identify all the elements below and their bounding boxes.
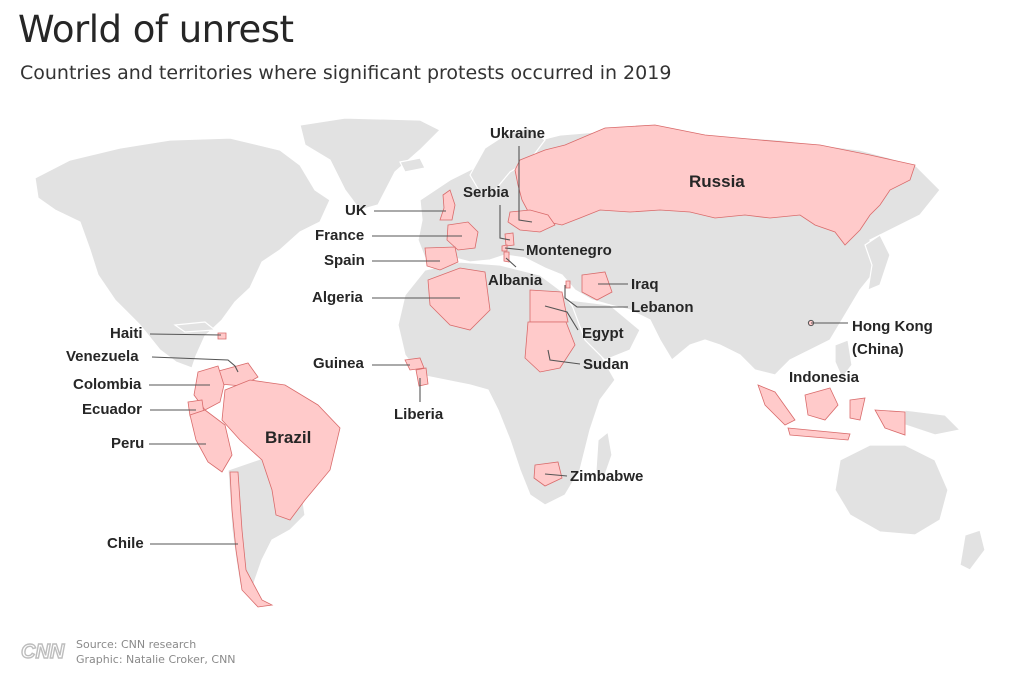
shape-iraq [581, 271, 613, 301]
shape-colombia [193, 365, 225, 411]
leader-lines [149, 146, 848, 545]
shape-ukraine [507, 209, 556, 233]
shape-indonesia-sulawesi [849, 397, 866, 421]
source-line: Source: CNN research [76, 638, 197, 651]
label-iraq: Iraq [631, 276, 659, 293]
leader-haiti [149, 333, 222, 336]
land-new-guinea [904, 409, 962, 436]
map-title: World of unrest [18, 8, 294, 51]
land-australia [834, 444, 949, 536]
leader-albania [505, 257, 517, 268]
label-colombia: Colombia [73, 376, 142, 393]
leader-egypt [544, 305, 579, 331]
land-new-zealand [959, 529, 986, 571]
label-france: France [315, 227, 365, 244]
label-serbia: Serbia [463, 184, 509, 201]
shape-liberia [415, 367, 429, 387]
land-arabia [569, 299, 641, 361]
protest-countries [187, 124, 916, 608]
label-indonesia: Indonesia [789, 369, 860, 386]
label-peru: Peru [111, 435, 145, 452]
leader-montenegro [504, 247, 525, 251]
shape-spain [424, 246, 459, 271]
land-cuba [173, 321, 217, 333]
label-albania: Albania [488, 272, 543, 289]
shape-chile [229, 471, 274, 608]
land-iceland [399, 157, 426, 173]
label-spain: Spain [324, 252, 365, 269]
label-haiti: Haiti [110, 325, 143, 342]
label-montenegro: Montenegro [526, 242, 612, 259]
shape-sudan [524, 321, 576, 373]
land-greenland [299, 117, 442, 211]
label-russia: Russia [689, 172, 745, 191]
label-uk: UK [345, 202, 367, 219]
shape-haiti [217, 332, 227, 340]
shape-algeria [427, 267, 491, 331]
shape-russia [514, 124, 916, 246]
shape-uk [439, 189, 456, 221]
shape-montenegro [501, 244, 508, 252]
map-subtitle: Countries and territories where signific… [20, 62, 672, 84]
label-algeria: Algeria [312, 289, 363, 306]
cnn-logo-text: CNN [21, 641, 65, 663]
shape-brazil [221, 379, 341, 521]
label-hong-kong: Hong Kong (China) [852, 318, 933, 358]
leader-serbia [499, 205, 511, 241]
land-scandinavia [469, 127, 546, 193]
label-lebanon: Lebanon [631, 299, 694, 316]
label-chile: Chile [107, 535, 144, 552]
label-ecuador: Ecuador [82, 401, 143, 418]
label-zimbabwe: Zimbabwe [570, 468, 644, 485]
shape-france [446, 221, 479, 251]
leader-zimbabwe [544, 473, 568, 477]
shape-lebanon [565, 280, 571, 289]
graphic-line: Graphic: Natalie Croker, CNN [76, 653, 236, 666]
land-japan [864, 234, 891, 291]
land-madagascar [595, 430, 613, 480]
leader-sudan [547, 349, 581, 365]
label-sudan: Sudan [583, 356, 629, 373]
shape-guinea [404, 357, 425, 371]
label-ukraine: Ukraine [490, 125, 546, 142]
cnn-logo-icon: CNN [20, 640, 65, 663]
shape-indonesia-borneo [804, 387, 839, 421]
land-north-america [34, 137, 331, 369]
label-guinea: Guinea [313, 355, 364, 372]
leader-venezuela [151, 356, 239, 373]
shape-indonesia-java [787, 427, 851, 441]
leader-ukraine [518, 146, 533, 223]
shape-indonesia-papua [874, 409, 906, 436]
label-venezuela: Venezuela [66, 348, 139, 365]
credits: Source: CNN research Graphic: Natalie Cr… [76, 637, 236, 667]
leader-lebanon [564, 285, 628, 308]
shape-egypt [529, 289, 569, 323]
label-brazil: Brazil [265, 428, 312, 447]
shape-indonesia-sumatra [757, 384, 796, 426]
label-egypt: Egypt [582, 325, 624, 342]
label-liberia: Liberia [394, 406, 444, 423]
land-philippines [834, 339, 853, 380]
